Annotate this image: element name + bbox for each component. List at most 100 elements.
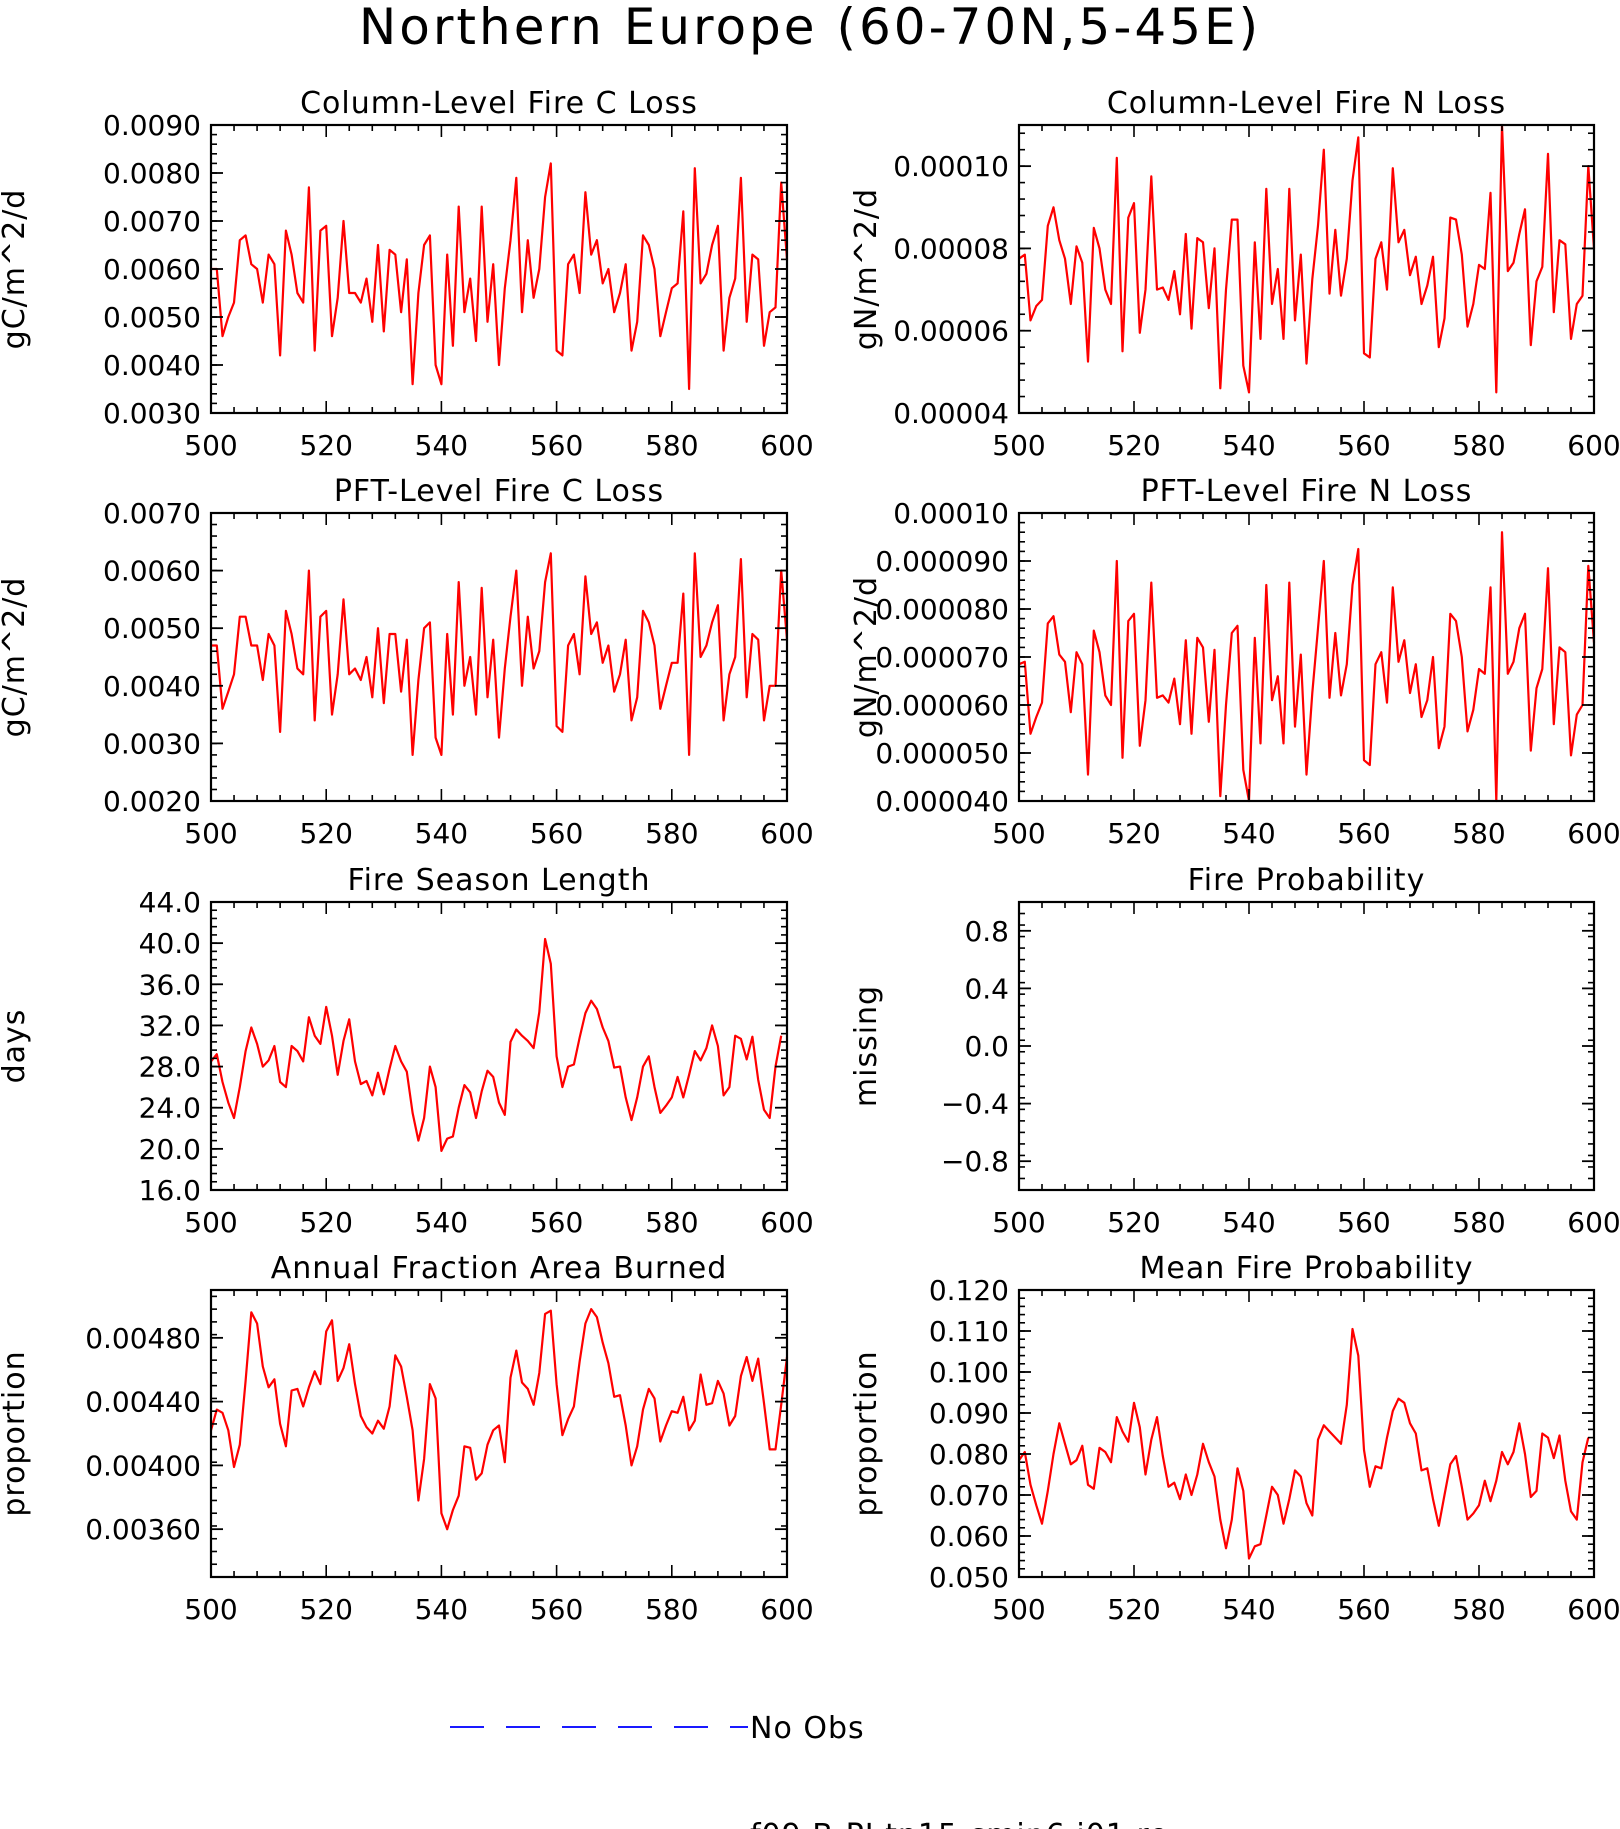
y-tick-label: 28.0 (139, 1051, 201, 1084)
x-tick-label: 500 (184, 429, 237, 462)
y-tick-label: 0.0090 (103, 109, 201, 142)
x-tick-label: 500 (992, 817, 1045, 850)
x-tick-label: 580 (1452, 1593, 1505, 1626)
y-tick-label: 0.0030 (103, 397, 201, 430)
x-tick-label: 520 (299, 1206, 352, 1239)
x-tick-label: 500 (992, 1593, 1045, 1626)
x-tick-label: 500 (184, 817, 237, 850)
y-axis-label: gC/m^2/d (0, 189, 32, 350)
panel-title: Column-Level Fire N Loss (1107, 86, 1506, 121)
plot-frame-1 (1017, 123, 1596, 415)
x-tick-label: 520 (299, 429, 352, 462)
x-tick-label: 560 (1337, 1206, 1390, 1239)
x-tick-label: 580 (645, 429, 698, 462)
y-tick-label: −0.8 (941, 1145, 1009, 1178)
y-tick-label: 0.00440 (85, 1386, 201, 1419)
y-tick-label: 0.080 (929, 1438, 1009, 1471)
panel-7: 500 520 540 560 580 600 0.050 0.060 0.070 0.080 0.… (849, 1251, 1620, 1626)
y-tick-label: 0.0030 (103, 727, 201, 760)
y-axis-label: gC/m^2/d (0, 577, 32, 738)
x-tick-label: 600 (1567, 817, 1620, 850)
y-axis-label: gN/m^2/d (849, 576, 884, 738)
x-tick-label: 520 (1107, 429, 1160, 462)
y-axis-label: days (0, 1009, 32, 1084)
panels: 500 520 540 560 580 6000.00300.00400.00500.00… (0, 86, 1620, 1626)
panel-1: 500 520 540 560 580 600 0.00004 0.00006 0.00008 0… (849, 86, 1620, 462)
panel-4: 500 520 540 560 580 600 16.0 20.0 24.0 28.0 32.0 36… (0, 863, 814, 1239)
panel-title: Fire Season Length (348, 863, 651, 898)
y-tick-label: 0.110 (929, 1315, 1009, 1348)
x-tick-label: 540 (415, 429, 468, 462)
x-tick-label: 500 (184, 1593, 237, 1626)
y-tick-label: 0.000080 (875, 593, 1009, 626)
y-tick-label: 0.100 (929, 1356, 1009, 1389)
y-tick-label: 0.00010 (893, 150, 1009, 183)
y-tick-label: 0.090 (929, 1397, 1009, 1430)
y-axis-label: missing (849, 985, 884, 1107)
y-axis-label: proportion (0, 1350, 32, 1516)
legend: No Obs f09.B-PI.tn15.cmip6.j01.re (450, 1711, 1169, 1829)
x-tick-label: 520 (1107, 817, 1160, 850)
x-tick-label: 580 (1452, 1206, 1505, 1239)
y-tick-label: 0.000060 (875, 689, 1009, 722)
panel-2: 500 520 540 560 580 600 0.0020 0.0030 0.0040 0.00… (0, 474, 814, 850)
y-tick-label: 32.0 (139, 1009, 201, 1042)
x-tick-label: 540 (415, 1206, 468, 1239)
y-tick-label: 0.00010 (893, 497, 1009, 530)
plot-frame-7 (1017, 1288, 1596, 1579)
x-tick-label: 500 (992, 1206, 1045, 1239)
x-tick-label: 600 (760, 817, 813, 850)
y-tick-label: 0.00008 (893, 232, 1009, 265)
panel-0: 500 520 540 560 580 600 0.0030 0.0040 0.0050 0.00… (0, 86, 814, 462)
y-tick-label: 0.000050 (875, 737, 1009, 770)
x-tick-label: 560 (530, 1206, 583, 1239)
y-tick-label: −0.4 (941, 1088, 1009, 1121)
panel-3: 500 520 540 560 580 600 0.000040 0.000050 0.0000… (849, 474, 1620, 850)
x-tick-label: 540 (1222, 1206, 1275, 1239)
panel-title: Fire Probability (1188, 863, 1426, 898)
plot-frame-6 (209, 1288, 789, 1579)
x-tick-label: 560 (530, 429, 583, 462)
y-axis-label: proportion (849, 1350, 884, 1516)
x-tick-label: 520 (1107, 1593, 1160, 1626)
y-tick-label: 0.0050 (103, 612, 201, 645)
panel-title: Mean Fire Probability (1140, 1251, 1474, 1286)
y-tick-label: 0.0070 (103, 205, 201, 238)
plot-frame-5 (1017, 900, 1596, 1192)
panel-5: 500 520 540 560 580 600 −0.8 −0.4 0.0 0.4 0.8 Fire … (849, 863, 1620, 1239)
y-tick-label: 36.0 (139, 968, 201, 1001)
legend-label-no-obs: No Obs (750, 1711, 865, 1746)
x-tick-label: 580 (645, 1206, 698, 1239)
x-tick-label: 600 (760, 1206, 813, 1239)
y-tick-label: 24.0 (139, 1092, 201, 1125)
series-line-1-0 (1018, 123, 1596, 394)
x-tick-label: 580 (645, 1593, 698, 1626)
panel-title: PFT-Level Fire C Loss (334, 474, 664, 509)
y-axis-label: gN/m^2/d (849, 188, 884, 350)
x-tick-label: 600 (760, 429, 813, 462)
series-line-4-0 (210, 937, 783, 1153)
y-tick-label: 16.0 (139, 1174, 201, 1207)
x-tick-label: 580 (1452, 817, 1505, 850)
x-tick-label: 600 (1567, 1206, 1620, 1239)
y-tick-label: 0.0070 (103, 497, 201, 530)
y-tick-label: 0.00480 (85, 1322, 201, 1355)
y-tick-label: 0.00400 (85, 1449, 201, 1482)
x-tick-label: 600 (1567, 429, 1620, 462)
legend-label-model: f09.B-PI.tn15.cmip6.j01.re (750, 1818, 1169, 1829)
y-tick-label: 44.0 (139, 886, 201, 919)
y-tick-label: 0.000090 (875, 545, 1009, 578)
y-tick-label: 0.00006 (893, 315, 1009, 348)
x-tick-label: 600 (1567, 1593, 1620, 1626)
x-tick-label: 560 (530, 817, 583, 850)
x-tick-label: 540 (1222, 429, 1275, 462)
figure-title: Northern Europe (60-70N,5-45E) (359, 0, 1261, 56)
y-tick-label: 0.120 (929, 1274, 1009, 1307)
x-tick-label: 560 (1337, 817, 1390, 850)
y-tick-label: 0.0080 (103, 157, 201, 190)
series-line-2-0 (211, 552, 789, 757)
y-tick-label: 0.0020 (103, 785, 201, 818)
x-tick-label: 540 (1222, 817, 1275, 850)
x-tick-label: 560 (1337, 429, 1390, 462)
x-tick-label: 520 (1107, 1206, 1160, 1239)
